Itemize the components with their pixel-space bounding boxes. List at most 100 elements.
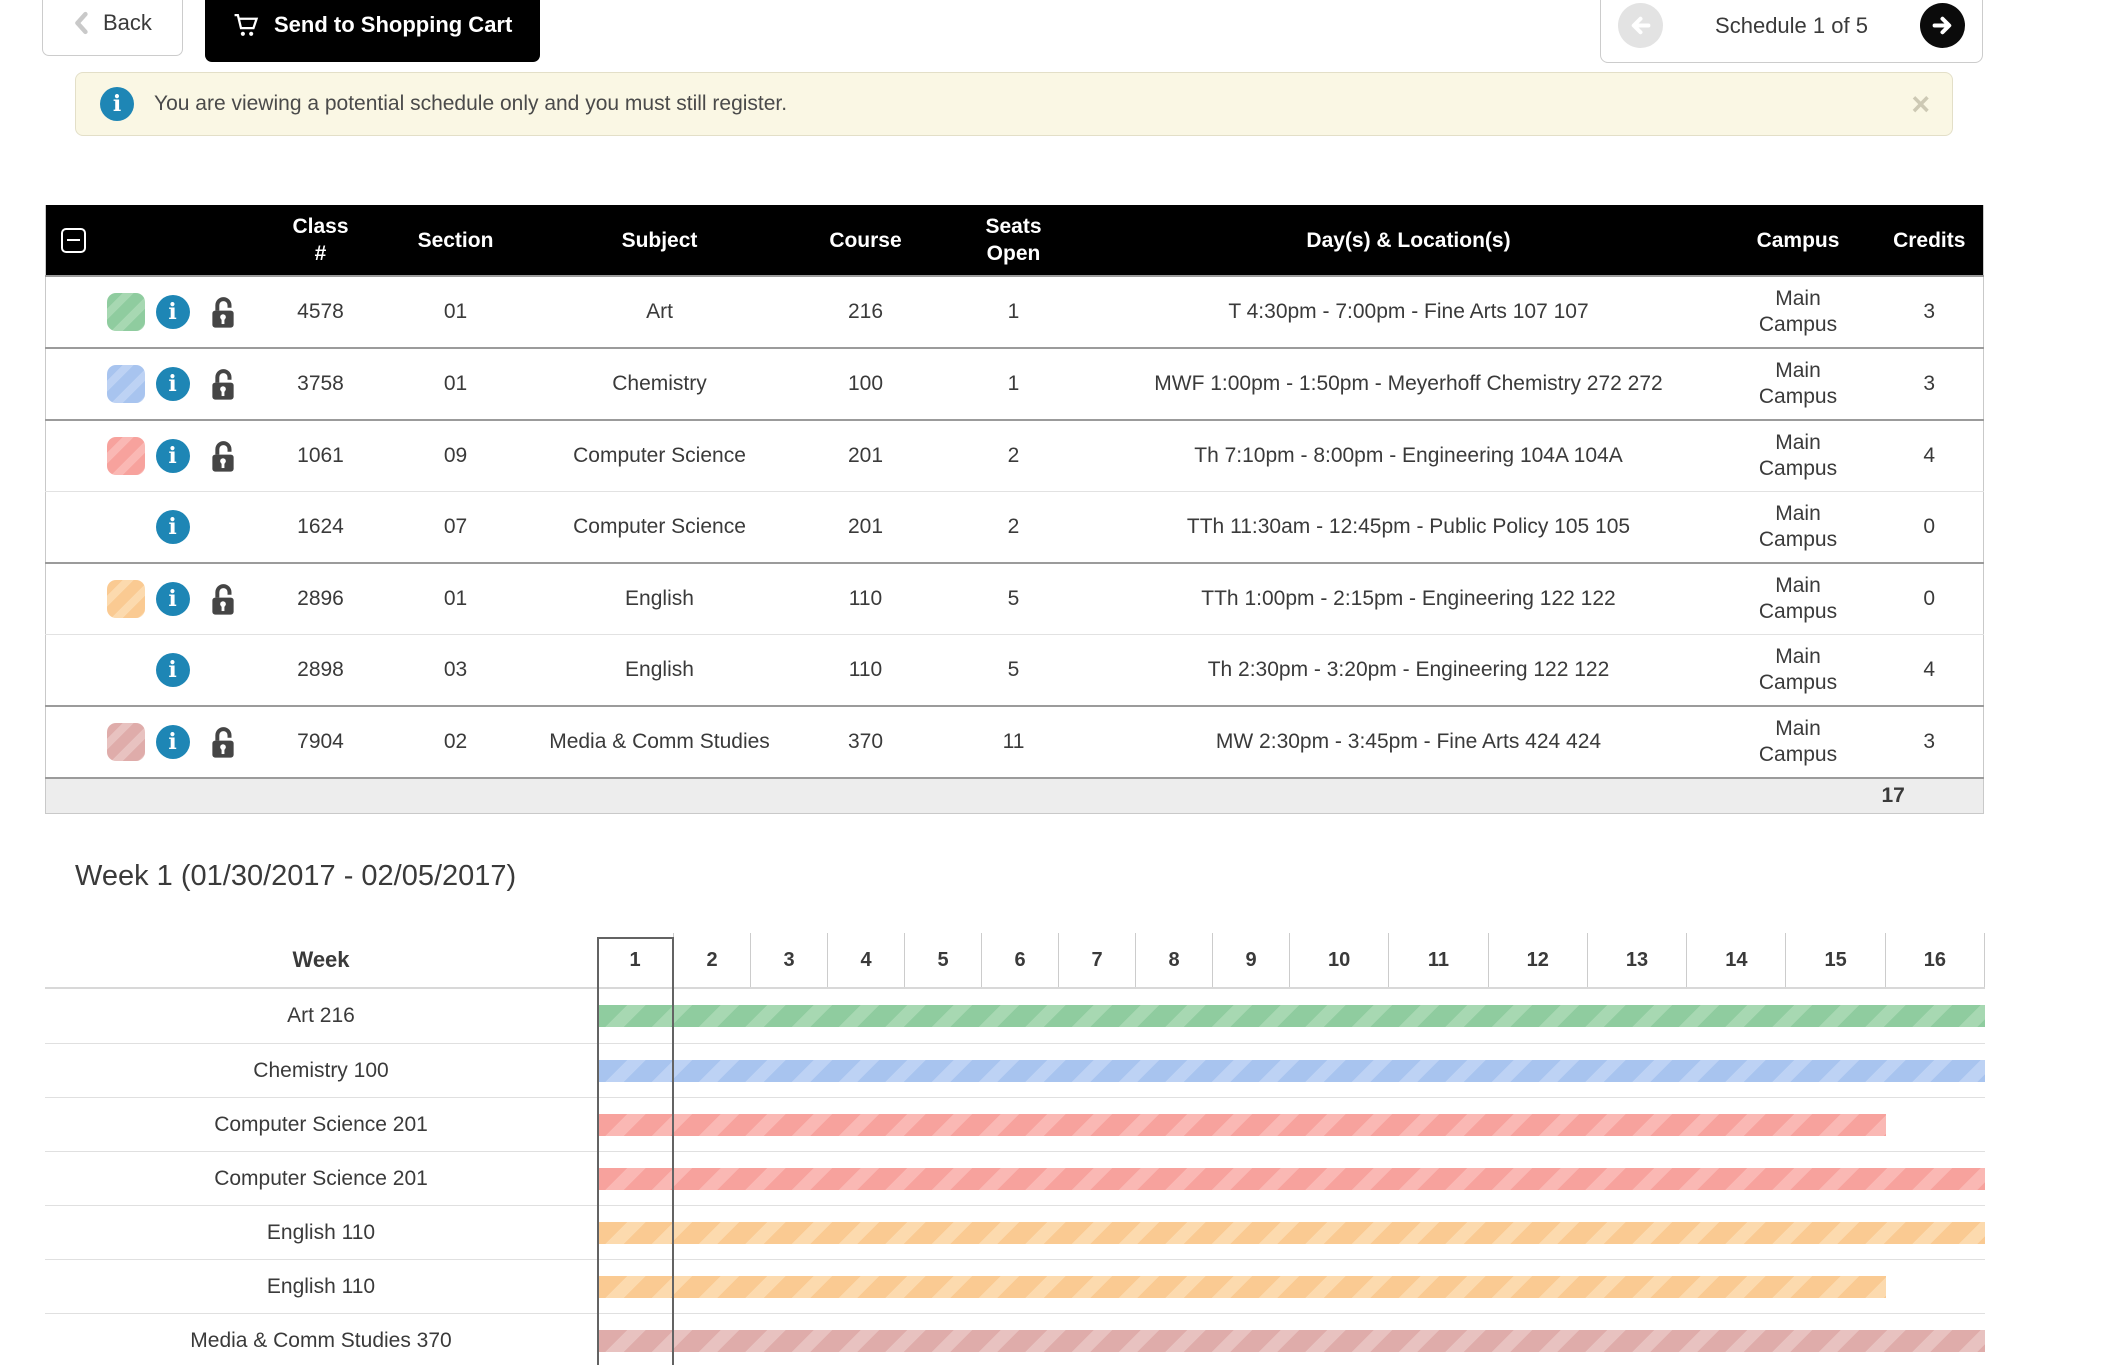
collapse-all-icon[interactable]	[61, 228, 86, 253]
previous-schedule-button[interactable]	[1618, 3, 1663, 48]
info-icon-glyph: i	[113, 91, 121, 117]
lock-icon[interactable]	[203, 293, 243, 331]
info-cell: i	[149, 563, 197, 635]
lock-cell	[197, 276, 249, 348]
credits-cell: 4	[1876, 635, 1984, 707]
week-column-header[interactable]: 11	[1389, 933, 1488, 987]
subject-cell: Art	[519, 276, 801, 348]
week-column-header[interactable]: 6	[982, 933, 1059, 987]
schedule-pager: Schedule 1 of 5	[1600, 0, 1983, 63]
week-column-header[interactable]: 9	[1213, 933, 1290, 987]
color-swatch	[107, 723, 145, 761]
section-header: Section	[393, 205, 519, 276]
lock-cell	[197, 706, 249, 778]
week-column-header[interactable]: 3	[751, 933, 828, 987]
swatch-cell	[101, 706, 149, 778]
lock-cell	[197, 348, 249, 420]
classes-table-header: Class # Section Subject Course Seats Ope…	[46, 205, 1984, 276]
campus-cell: Main Campus	[1721, 635, 1876, 707]
week-column-header[interactable]: 1	[597, 933, 674, 987]
class-info-icon[interactable]: i	[156, 510, 190, 544]
section-cell: 02	[393, 706, 519, 778]
info-icon: i	[100, 87, 134, 121]
week-column-header[interactable]: 2	[674, 933, 751, 987]
week-column-header[interactable]: 7	[1059, 933, 1136, 987]
credits-cell: 3	[1876, 706, 1984, 778]
info-cell: i	[149, 420, 197, 492]
week-column-header[interactable]: 10	[1290, 933, 1389, 987]
credits-cell: 3	[1876, 348, 1984, 420]
class-info-icon[interactable]: i	[156, 725, 190, 759]
next-schedule-button[interactable]	[1920, 3, 1965, 48]
class-row: i 1624 07 Computer Science 201 2 TTh 11:…	[46, 492, 1984, 564]
classes-table-body: i 4578 01 Art 216 1 T 4:30pm - 7:00pm - …	[46, 276, 1984, 778]
week-column-header[interactable]: 4	[828, 933, 905, 987]
week-column-header[interactable]: 14	[1687, 933, 1786, 987]
course-header: Course	[801, 205, 931, 276]
class-number-cell: 2898	[249, 635, 393, 707]
days-locations-cell: TTh 11:30am - 12:45pm - Public Policy 10…	[1097, 492, 1721, 564]
chart-row: Computer Science 201	[45, 1151, 1985, 1205]
days-locations-cell: T 4:30pm - 7:00pm - Fine Arts 107 107	[1097, 276, 1721, 348]
class-info-icon[interactable]: i	[156, 367, 190, 401]
subject-header: Subject	[519, 205, 801, 276]
days-locations-cell: MW 2:30pm - 3:45pm - Fine Arts 424 424	[1097, 706, 1721, 778]
class-info-icon[interactable]: i	[156, 295, 190, 329]
arrow-right-icon	[1929, 12, 1956, 39]
week-chart-header: Week 12345678910111213141516	[45, 933, 1985, 989]
week-chart-rows: Art 216 Chemistry 100 Computer Science 2…	[45, 989, 1985, 1365]
class-number-cell: 4578	[249, 276, 393, 348]
chevron-left-icon	[73, 10, 89, 36]
week-column-header[interactable]: 15	[1786, 933, 1885, 987]
course-cell: 110	[801, 635, 931, 707]
class-row: i 3758 01 Chemistry 100 1 MWF 1:00pm - 1…	[46, 348, 1984, 420]
chart-row-bar	[599, 1330, 1985, 1352]
chart-row-label: Computer Science 201	[45, 1098, 597, 1151]
lock-icon[interactable]	[203, 580, 243, 618]
chart-row-bar	[599, 1114, 1886, 1136]
chart-row-bar	[599, 1276, 1886, 1298]
send-to-cart-button[interactable]: Send to Shopping Cart	[205, 0, 540, 62]
week-column-header[interactable]: 13	[1588, 933, 1687, 987]
shopping-cart-icon	[233, 13, 260, 38]
campus-cell: Main Campus	[1721, 706, 1876, 778]
chart-row-bar	[599, 1060, 1985, 1082]
swatch-cell	[101, 420, 149, 492]
campus-cell: Main Campus	[1721, 420, 1876, 492]
class-info-icon[interactable]: i	[156, 653, 190, 687]
info-cell: i	[149, 348, 197, 420]
info-cell: i	[149, 492, 197, 564]
back-button[interactable]: Back	[42, 0, 183, 56]
chart-row: Art 216	[45, 989, 1985, 1043]
info-cell: i	[149, 706, 197, 778]
class-row: i 2898 03 English 110 5 Th 2:30pm - 3:20…	[46, 635, 1984, 707]
week-column-label: Week	[45, 933, 597, 987]
collapse-cell	[46, 635, 101, 707]
section-cell: 01	[393, 348, 519, 420]
chart-row-label: English 110	[45, 1260, 597, 1313]
week-column-header[interactable]: 16	[1886, 933, 1985, 987]
chart-row: Media & Comm Studies 370	[45, 1313, 1985, 1365]
lock-icon[interactable]	[203, 723, 243, 761]
section-cell: 01	[393, 276, 519, 348]
credits-header: Credits	[1876, 205, 1984, 276]
campus-cell: Main Campus	[1721, 276, 1876, 348]
class-number-cell: 1624	[249, 492, 393, 564]
lock-icon[interactable]	[203, 365, 243, 403]
total-row: 17	[46, 778, 1984, 814]
close-icon[interactable]: ×	[1911, 88, 1930, 120]
class-info-icon[interactable]: i	[156, 439, 190, 473]
class-info-icon[interactable]: i	[156, 582, 190, 616]
lock-cell	[197, 420, 249, 492]
lock-icon[interactable]	[203, 437, 243, 475]
week-column-header[interactable]: 8	[1136, 933, 1213, 987]
week-column-header[interactable]: 12	[1489, 933, 1588, 987]
schedule-pager-label: Schedule 1 of 5	[1715, 13, 1868, 39]
chart-row: English 110	[45, 1205, 1985, 1259]
course-cell: 201	[801, 492, 931, 564]
week-column-header[interactable]: 5	[905, 933, 982, 987]
toolbar: Back Send to Shopping Cart Schedule 1 of…	[0, 0, 2126, 62]
arrow-left-icon	[1627, 12, 1654, 39]
credits-cell: 0	[1876, 492, 1984, 564]
section-cell: 01	[393, 563, 519, 635]
